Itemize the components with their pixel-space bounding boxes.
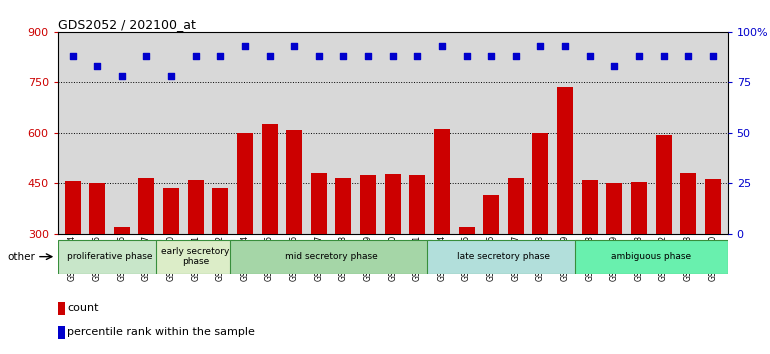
Bar <box>557 87 573 234</box>
Text: count: count <box>68 303 99 313</box>
Bar <box>410 175 425 234</box>
Bar <box>262 124 277 234</box>
Bar <box>606 183 622 234</box>
Point <box>633 53 645 59</box>
Point <box>510 53 522 59</box>
Bar <box>360 175 376 234</box>
Bar <box>427 240 580 274</box>
Bar <box>705 179 721 234</box>
Bar <box>58 326 65 339</box>
Point <box>189 53 202 59</box>
Point <box>337 53 350 59</box>
Point <box>165 73 177 79</box>
Bar <box>213 188 228 234</box>
Point <box>658 53 670 59</box>
Bar <box>680 173 696 234</box>
Point <box>239 43 251 49</box>
Bar <box>58 240 161 274</box>
Bar <box>484 195 499 234</box>
Point <box>534 43 547 49</box>
Bar <box>385 174 400 234</box>
Point <box>214 53 226 59</box>
Point <box>116 73 128 79</box>
Bar <box>575 240 728 274</box>
Bar <box>156 240 235 274</box>
Bar <box>65 181 81 234</box>
Bar <box>286 130 302 234</box>
Point <box>387 53 399 59</box>
Text: late secretory phase: late secretory phase <box>457 252 550 261</box>
Point <box>91 63 103 69</box>
Bar <box>533 133 548 234</box>
Text: percentile rank within the sample: percentile rank within the sample <box>68 327 255 337</box>
Bar <box>89 183 105 234</box>
Point <box>313 53 325 59</box>
Bar <box>459 227 474 234</box>
Bar <box>230 240 432 274</box>
Bar <box>434 129 450 234</box>
Text: other: other <box>8 252 35 262</box>
Bar <box>311 173 326 234</box>
Point <box>485 53 497 59</box>
Text: mid secretory phase: mid secretory phase <box>285 252 377 261</box>
Bar <box>631 182 647 234</box>
Text: ambiguous phase: ambiguous phase <box>611 252 691 261</box>
Bar <box>336 178 351 234</box>
Point <box>584 53 596 59</box>
Text: early secretory
phase: early secretory phase <box>162 247 230 266</box>
Bar <box>188 180 204 234</box>
Bar <box>114 227 130 234</box>
Bar <box>163 188 179 234</box>
Point <box>608 63 621 69</box>
Text: GDS2052 / 202100_at: GDS2052 / 202100_at <box>58 18 196 31</box>
Bar <box>581 180 598 234</box>
Point <box>362 53 374 59</box>
Point <box>66 53 79 59</box>
Bar <box>655 136 671 234</box>
Bar <box>58 302 65 315</box>
Bar <box>508 178 524 234</box>
Point <box>460 53 473 59</box>
Point <box>707 53 719 59</box>
Text: proliferative phase: proliferative phase <box>67 252 152 261</box>
Point <box>559 43 571 49</box>
Point <box>411 53 424 59</box>
Point <box>140 53 152 59</box>
Bar <box>139 178 155 234</box>
Bar <box>237 133 253 234</box>
Point <box>682 53 695 59</box>
Point <box>436 43 448 49</box>
Point <box>263 53 276 59</box>
Point <box>288 43 300 49</box>
